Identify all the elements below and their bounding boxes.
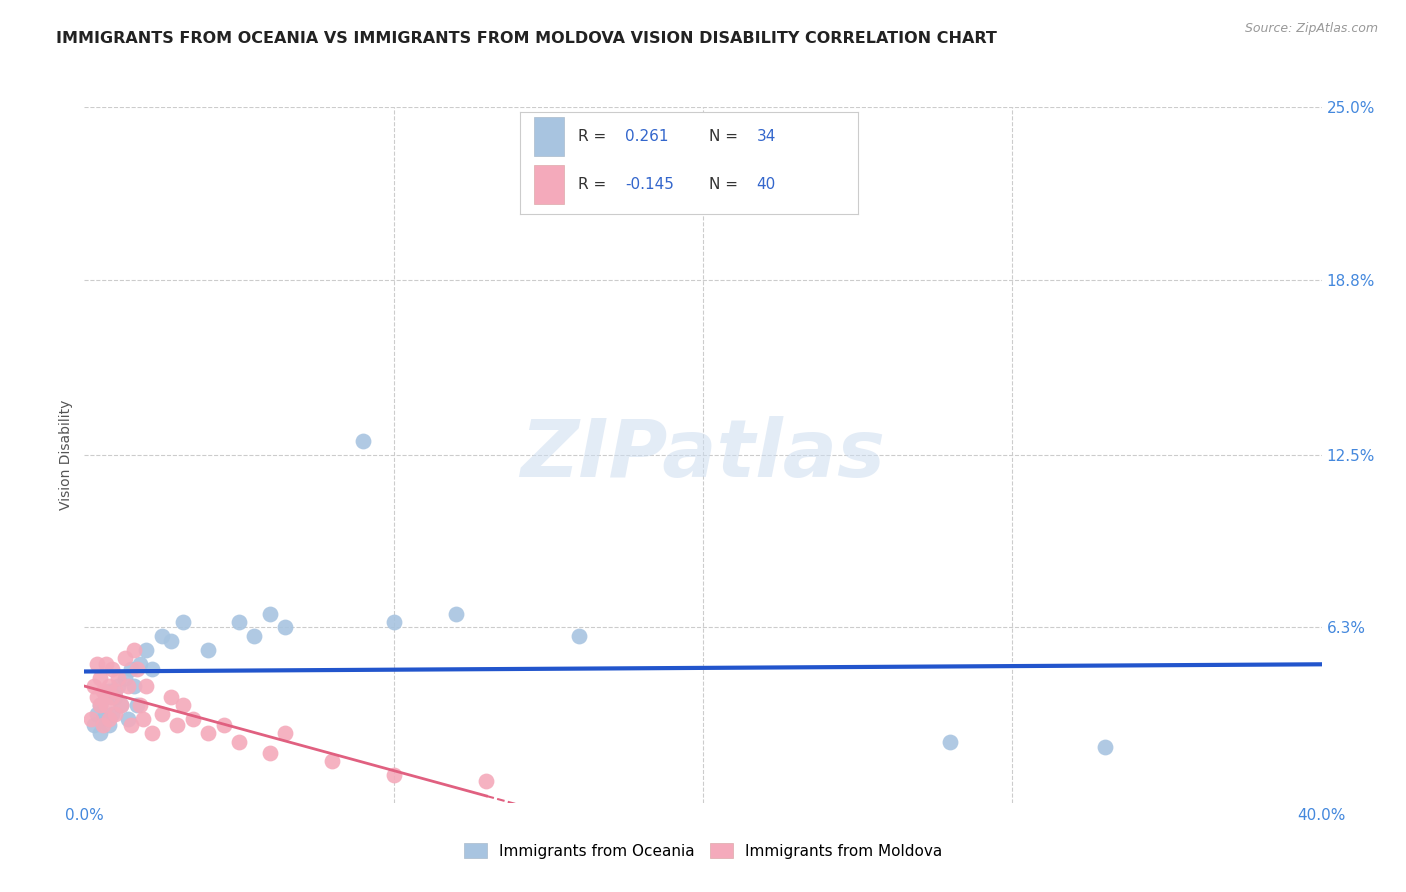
Text: -0.145: -0.145	[624, 177, 673, 192]
Y-axis label: Vision Disability: Vision Disability	[59, 400, 73, 510]
Point	[101, 662, 124, 676]
Point	[122, 679, 145, 693]
Point	[110, 698, 132, 713]
Point	[172, 615, 194, 629]
Point	[212, 718, 235, 732]
Point	[91, 684, 114, 698]
Point	[107, 671, 129, 685]
Point	[243, 629, 266, 643]
Point	[91, 712, 114, 726]
Point	[86, 657, 108, 671]
Point	[104, 706, 127, 721]
Point	[110, 698, 132, 713]
Point	[120, 662, 142, 676]
Point	[475, 773, 498, 788]
Point	[228, 615, 250, 629]
Point	[166, 718, 188, 732]
Point	[129, 698, 152, 713]
Point	[89, 698, 111, 713]
Point	[117, 679, 139, 693]
Point	[181, 712, 204, 726]
Point	[172, 698, 194, 713]
Point	[94, 698, 117, 713]
Point	[101, 690, 124, 704]
Point	[125, 662, 148, 676]
Point	[382, 768, 405, 782]
Text: ZIPatlas: ZIPatlas	[520, 416, 886, 494]
Point	[228, 734, 250, 748]
Text: R =: R =	[578, 177, 610, 192]
Point	[98, 718, 121, 732]
Point	[150, 706, 173, 721]
Point	[104, 684, 127, 698]
Point	[89, 671, 111, 685]
Point	[122, 642, 145, 657]
Point	[568, 629, 591, 643]
Text: N =: N =	[709, 128, 742, 144]
Point	[89, 698, 111, 713]
Text: 40: 40	[756, 177, 776, 192]
Point	[141, 662, 163, 676]
Point	[98, 679, 121, 693]
Point	[382, 615, 405, 629]
Point	[89, 726, 111, 740]
Point	[160, 690, 183, 704]
Point	[120, 718, 142, 732]
Text: Source: ZipAtlas.com: Source: ZipAtlas.com	[1244, 22, 1378, 36]
Point	[86, 690, 108, 704]
Point	[939, 734, 962, 748]
Point	[321, 754, 343, 768]
Text: R =: R =	[578, 128, 610, 144]
Point	[104, 690, 127, 704]
Point	[135, 642, 157, 657]
Point	[79, 712, 101, 726]
Point	[117, 712, 139, 726]
Point	[1094, 740, 1116, 755]
Point	[141, 726, 163, 740]
Point	[150, 629, 173, 643]
Point	[101, 706, 124, 721]
Point	[114, 671, 136, 685]
Bar	[534, 117, 564, 155]
Point	[91, 718, 114, 732]
Point	[259, 746, 281, 760]
Point	[352, 434, 374, 448]
Point	[197, 642, 219, 657]
Point	[83, 679, 105, 693]
Point	[132, 712, 155, 726]
Point	[98, 684, 121, 698]
Text: 34: 34	[756, 128, 776, 144]
Point	[444, 607, 467, 621]
Point	[129, 657, 152, 671]
Point	[94, 690, 117, 704]
Point	[197, 726, 219, 740]
Point	[125, 698, 148, 713]
Point	[160, 634, 183, 648]
Point	[259, 607, 281, 621]
Text: N =: N =	[709, 177, 742, 192]
Point	[135, 679, 157, 693]
Point	[114, 651, 136, 665]
Text: IMMIGRANTS FROM OCEANIA VS IMMIGRANTS FROM MOLDOVA VISION DISABILITY CORRELATION: IMMIGRANTS FROM OCEANIA VS IMMIGRANTS FR…	[56, 31, 997, 46]
Point	[94, 657, 117, 671]
Point	[98, 712, 121, 726]
Bar	[534, 165, 564, 204]
Point	[83, 718, 105, 732]
Point	[86, 706, 108, 721]
Legend: Immigrants from Oceania, Immigrants from Moldova: Immigrants from Oceania, Immigrants from…	[458, 837, 948, 864]
Point	[107, 679, 129, 693]
Point	[274, 620, 297, 634]
Text: 0.261: 0.261	[624, 128, 668, 144]
Point	[274, 726, 297, 740]
